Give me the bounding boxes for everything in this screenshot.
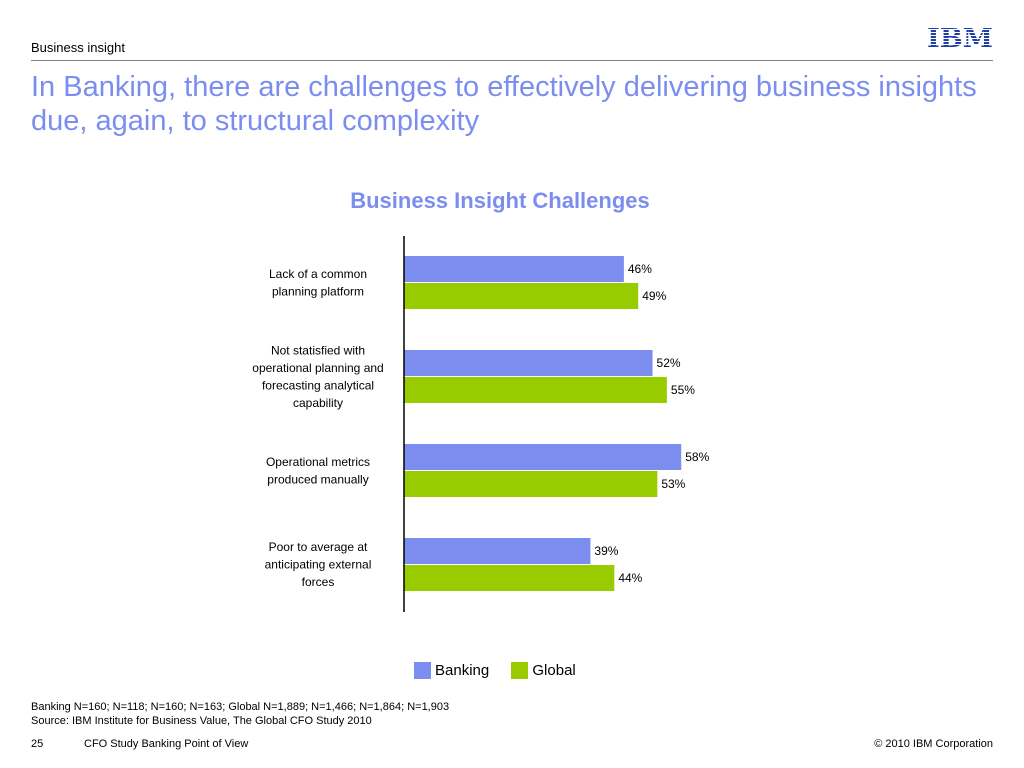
value-label-banking-3: 58% — [685, 450, 709, 464]
category-label-2-line-2: operational planning and — [252, 361, 383, 375]
bar-banking-3 — [404, 444, 682, 470]
footnote: Banking N=160; N=118; N=160; N=163; Glob… — [31, 700, 449, 728]
ibm-logo: IBM — [926, 24, 994, 55]
bar-global-4 — [404, 565, 615, 591]
category-label-3-line-1: Operational metrics — [266, 455, 370, 469]
category-label-4-line-2: anticipating external — [265, 558, 372, 572]
category-label-1-line-2: planning platform — [272, 284, 364, 298]
category-label-2-line-4: capability — [293, 396, 343, 410]
category-label-4-line-3: forces — [302, 575, 335, 589]
legend-item-banking: Banking — [414, 662, 489, 679]
footer-study-name: CFO Study Banking Point of View — [84, 738, 249, 750]
bar-global-3 — [404, 471, 658, 497]
svg-text:IBM: IBM — [927, 24, 993, 50]
page-number: 25 — [31, 738, 44, 750]
legend-swatch-banking — [414, 662, 431, 679]
category-label-4-line-1: Poor to average at — [269, 540, 368, 554]
header-divider — [31, 60, 993, 61]
legend-item-global: Global — [511, 662, 576, 679]
category-label-1-line-1: Lack of a common — [269, 267, 367, 281]
value-label-banking-2: 52% — [657, 356, 681, 370]
footer-copyright: © 2010 IBM Corporation — [874, 738, 993, 750]
category-label-2-line-3: forecasting analytical — [262, 378, 374, 392]
slide-title: In Banking, there are challenges to effe… — [31, 71, 977, 137]
category-label-3-line-2: produced manually — [267, 472, 368, 486]
section-label: Business insight — [31, 40, 125, 55]
value-label-banking-4: 39% — [594, 544, 618, 558]
bar-banking-1 — [404, 256, 624, 282]
chart-title: Business Insight Challenges — [350, 188, 650, 213]
value-label-global-4: 44% — [618, 571, 642, 585]
footnote-source: Source: IBM Institute for Business Value… — [31, 715, 372, 727]
bar-global-1 — [404, 283, 639, 309]
bar-banking-2 — [404, 350, 653, 376]
value-label-banking-1: 46% — [628, 262, 652, 276]
category-label-2-line-1: Not statisfied with — [271, 343, 365, 357]
legend-label-global: Global — [532, 662, 576, 679]
value-label-global-3: 53% — [661, 477, 685, 491]
value-label-global-1: 49% — [642, 289, 666, 303]
bar-global-2 — [404, 377, 667, 403]
bar-chart: 46% 49% Lack of a common planning platform 5… — [252, 236, 710, 612]
bar-banking-4 — [404, 538, 591, 564]
legend-swatch-global — [511, 662, 529, 679]
footnote-sample-sizes: Banking N=160; N=118; N=160; N=163; Glob… — [31, 701, 450, 713]
chart-legend: Banking Global — [414, 662, 594, 683]
value-label-global-2: 55% — [671, 383, 695, 397]
legend-label-banking: Banking — [435, 662, 490, 679]
